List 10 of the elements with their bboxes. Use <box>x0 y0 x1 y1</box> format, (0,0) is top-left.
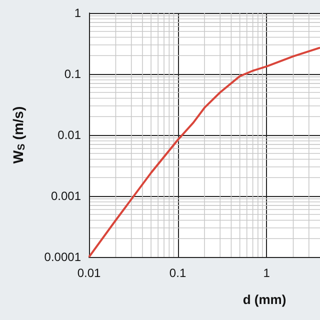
y-axis-title: WS (m/s) <box>10 106 28 164</box>
x-tick-label: 1 <box>263 266 270 280</box>
y-tick-label: 0.001 <box>50 189 82 203</box>
y-tick-label: 0.1 <box>64 67 82 81</box>
x-axis-title: d (mm) <box>242 292 286 307</box>
y-tick-label: 0.01 <box>58 128 82 142</box>
y-tick-label: 1 <box>74 6 82 20</box>
x-tick-label: 0.1 <box>169 266 186 280</box>
y-tick-label: 0.0001 <box>44 250 82 264</box>
x-tick-label: 0.01 <box>77 266 101 280</box>
